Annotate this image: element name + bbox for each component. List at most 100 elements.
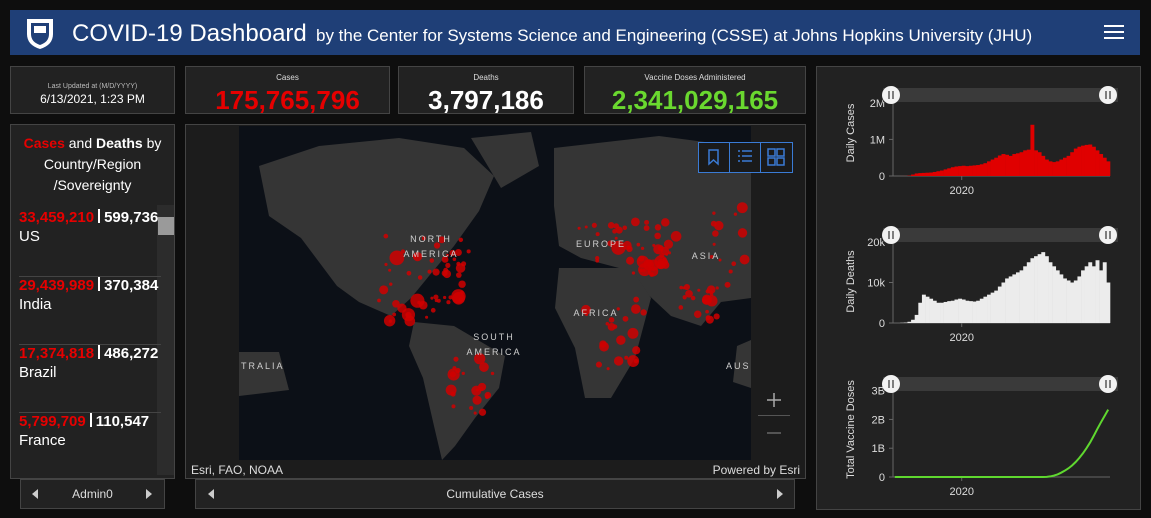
case-dot: [479, 362, 489, 372]
case-dot: [616, 335, 626, 345]
bar: [911, 174, 915, 176]
map-label: ASIA: [691, 251, 721, 261]
bar: [1055, 161, 1060, 176]
bar: [990, 292, 995, 323]
bar: [987, 294, 991, 323]
slider-handle[interactable]: [1099, 226, 1117, 244]
bar: [1008, 276, 1013, 323]
bar: [940, 302, 944, 323]
country-item[interactable]: 33,459,210 599,736 US: [19, 205, 161, 277]
bar: [1012, 154, 1017, 176]
item-cases: 17,374,818: [19, 345, 95, 362]
case-dot: [595, 361, 602, 368]
slider-handle[interactable]: [882, 226, 900, 244]
handle-grip: [888, 231, 894, 239]
last-updated: Last Updated at (M/D/YYYY) 6/13/2021, 1:…: [10, 66, 175, 114]
slider-handle[interactable]: [882, 86, 900, 104]
bar: [1073, 280, 1078, 323]
case-dot: [713, 313, 720, 320]
bar: [932, 300, 937, 323]
case-dot: [728, 269, 733, 274]
handle-grip: [1105, 231, 1111, 239]
bookmark-button[interactable]: [698, 142, 731, 173]
zoom-out[interactable]: [758, 417, 790, 449]
scrollbar[interactable]: [157, 205, 174, 475]
case-dot: [679, 285, 684, 290]
zoom-in[interactable]: [758, 384, 790, 416]
item-counts: 17,374,818 486,272: [19, 344, 161, 363]
next-arrow[interactable]: [145, 489, 153, 499]
range-slider[interactable]: [883, 228, 1118, 242]
case-dot: [455, 367, 461, 374]
country-item[interactable]: 29,439,989 370,384 India: [19, 273, 161, 345]
bar: [1044, 159, 1049, 176]
separator: [89, 413, 92, 427]
case-dot: [389, 250, 405, 266]
case-dot: [445, 253, 450, 257]
last-updated-label: Last Updated at (M/D/YYYY): [47, 83, 138, 90]
bar: [925, 296, 930, 323]
case-dot: [449, 249, 456, 257]
prev-arrow[interactable]: [207, 489, 215, 499]
case-dot: [652, 243, 656, 247]
list-title: Cases and Deaths by Country/Region /Sove…: [17, 133, 168, 196]
left-nav: Admin0: [20, 479, 165, 509]
bar: [997, 155, 1002, 176]
bar: [918, 173, 923, 176]
slider-handle[interactable]: [1099, 86, 1117, 104]
case-dot: [737, 228, 748, 238]
case-dot: [458, 237, 464, 243]
prev-arrow[interactable]: [31, 489, 39, 499]
range-slider[interactable]: [883, 377, 1118, 391]
bar: [1066, 280, 1071, 323]
basemap-button[interactable]: [760, 142, 793, 173]
bar: [1005, 154, 1010, 176]
map[interactable]: [239, 126, 751, 460]
stat-value: 3,797,186: [428, 85, 544, 115]
case-dot: [584, 225, 588, 229]
case-dot: [731, 261, 737, 267]
bar: [954, 299, 959, 323]
stat-label: Vaccine Doses Administered: [644, 73, 746, 82]
country-item[interactable]: 17,374,818 486,272 Brazil: [19, 341, 161, 413]
country-item[interactable]: 5,799,709 110,547 France: [19, 409, 161, 478]
slider-handle[interactable]: [882, 375, 900, 393]
case-dot: [622, 240, 632, 250]
scroll-thumb[interactable]: [158, 217, 174, 235]
y-tick-label: 0: [879, 171, 885, 183]
bar: [914, 173, 919, 176]
range-slider[interactable]: [883, 88, 1118, 102]
next-arrow[interactable]: [776, 489, 784, 499]
list-title-rest: by Country/Region /Sovereignty: [43, 135, 162, 193]
case-dot: [460, 261, 467, 267]
title: COVID-19 Dashboard: [72, 20, 307, 47]
legend-button[interactable]: [729, 142, 762, 173]
case-dot: [667, 251, 672, 255]
bar: [979, 164, 984, 176]
case-dot: [682, 295, 687, 300]
slider-handle[interactable]: [1099, 375, 1117, 393]
bar: [940, 170, 944, 176]
case-dot: [449, 371, 456, 378]
menu-button[interactable]: [1104, 23, 1124, 41]
case-dot: [640, 246, 645, 251]
bar: [1048, 161, 1053, 176]
bar: [1095, 260, 1100, 323]
bar: [968, 165, 973, 176]
y-axis-title: Daily Deaths: [845, 250, 857, 313]
case-dot: [714, 220, 724, 231]
bar: [925, 172, 930, 176]
y-axis-title: Total Vaccine Doses: [845, 380, 857, 479]
bar: [1066, 155, 1071, 176]
case-dot: [392, 312, 397, 317]
bar: [1034, 150, 1038, 176]
list-title-deaths: Deaths: [96, 135, 143, 151]
bar: [972, 301, 977, 323]
case-dot: [388, 268, 392, 272]
case-dot: [612, 228, 617, 234]
bar: [1044, 256, 1049, 323]
bar: [1019, 270, 1024, 323]
case-dot: [466, 249, 471, 254]
bar: [1081, 145, 1085, 176]
